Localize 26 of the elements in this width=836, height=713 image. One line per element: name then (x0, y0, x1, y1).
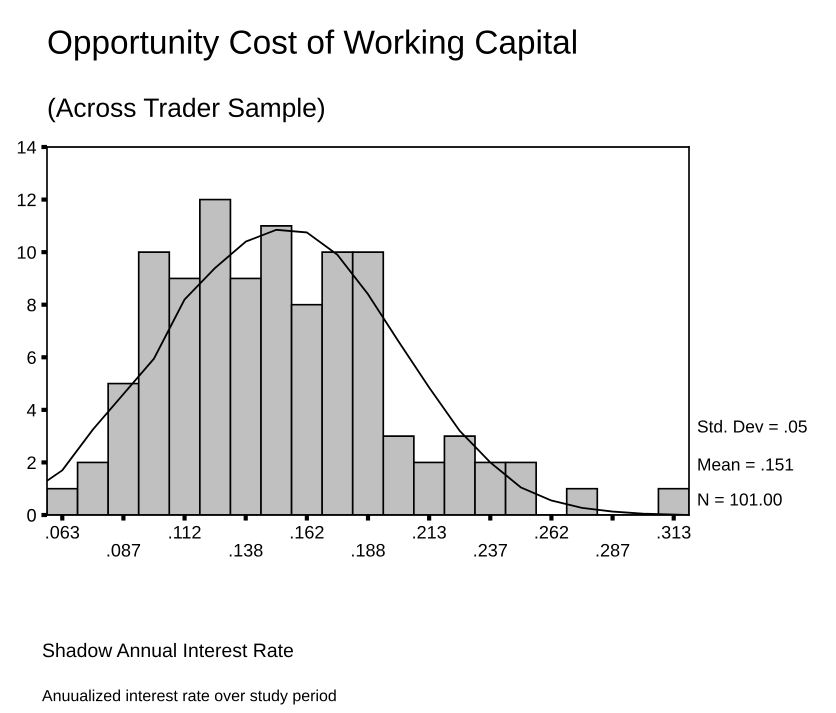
x-tick-label: .162 (290, 526, 324, 539)
text: N = 101.00 (698, 493, 782, 506)
y-tick-label: 0 (27, 508, 36, 522)
y-tick-label: 6 (27, 351, 36, 364)
chart-subtitle: (Across Trader Sample) (48, 98, 324, 122)
y-tick-label: 10 (18, 246, 36, 259)
text: Shadow Annual Interest Rate (42, 642, 294, 658)
text: .237 (474, 544, 507, 557)
text: .138 (230, 544, 262, 557)
text: .188 (352, 544, 385, 557)
x-tick-label: .313 (658, 526, 690, 539)
x-tick-label: .213 (413, 526, 446, 539)
y-tick-label: 8 (27, 298, 36, 312)
x-tick-label: .262 (536, 526, 568, 539)
text: .087 (108, 544, 140, 557)
text: Mean = .151 (698, 458, 794, 471)
y-tick-label: 2 (27, 456, 36, 469)
x-tick-label: .112 (169, 526, 201, 538)
text: Std. Dev = .05 (698, 420, 807, 433)
y-tick-label: 12 (18, 194, 36, 206)
chart-title: Opportunity Cost of Working Capital (48, 29, 576, 61)
y-tick-label: 4 (26, 404, 36, 416)
y-tick-label: 14 (18, 141, 36, 154)
x-tick-label: .063 (46, 526, 80, 539)
text: Anuualized interest rate over study period (42, 690, 336, 704)
text: .287 (596, 544, 630, 557)
